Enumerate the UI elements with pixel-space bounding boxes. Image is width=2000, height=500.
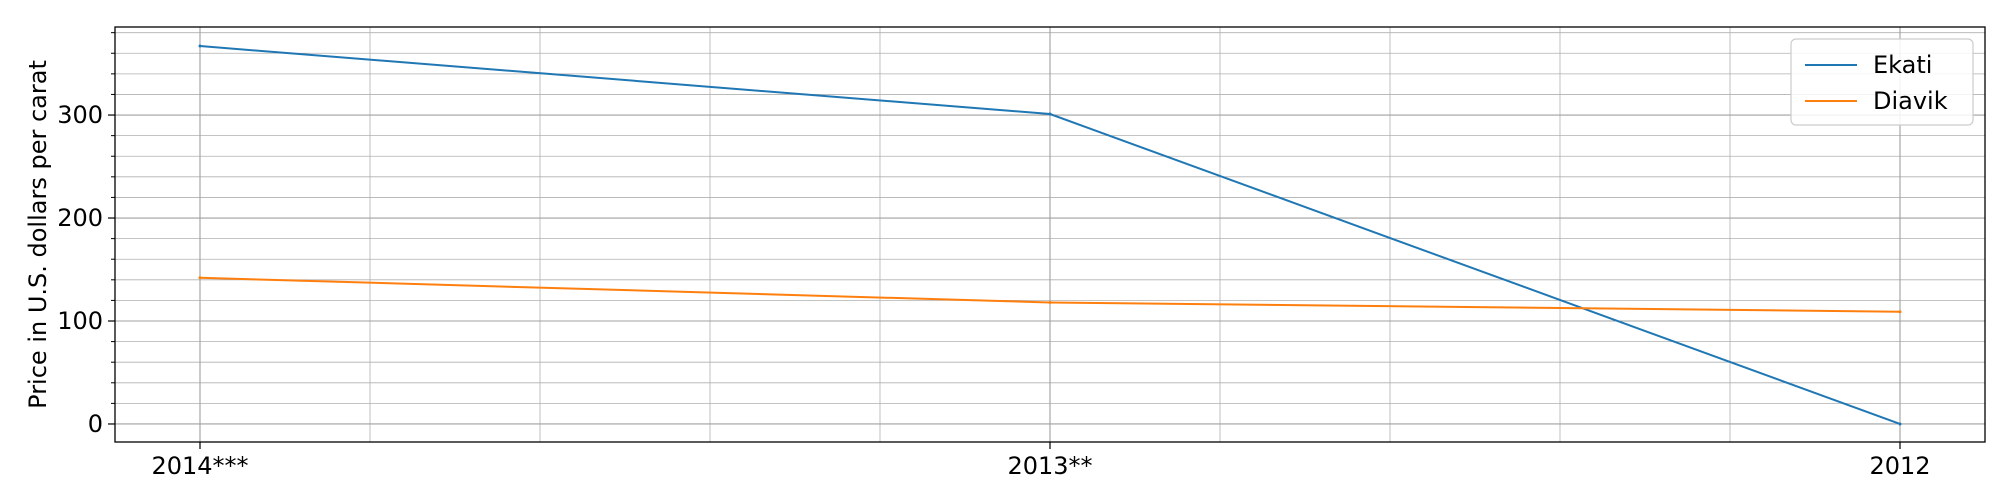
y-tick-label: 100	[57, 307, 103, 335]
grid-major	[115, 27, 1985, 442]
y-tick-label: 200	[57, 204, 103, 232]
data-point-ekati	[1898, 422, 1902, 426]
series-layer	[198, 44, 1902, 426]
data-point-diavik	[1048, 300, 1052, 304]
x-axis: 2014*** 2013** 2012	[151, 442, 1931, 480]
x-tick-label: 2012	[1869, 452, 1930, 480]
y-tick-label: 0	[88, 410, 103, 438]
y-tick-label: 300	[57, 101, 103, 129]
x-tick-label: 2014***	[151, 452, 248, 480]
y-axis-label: Price in U.S. dollars per carat	[24, 60, 52, 409]
x-tick-label: 2013**	[1007, 452, 1092, 480]
legend: Ekati Diavik	[1790, 38, 1974, 126]
data-point-ekati	[198, 44, 202, 48]
data-point-diavik	[1898, 310, 1902, 314]
legend-label: Diavik	[1873, 87, 1948, 115]
legend-label: Ekati	[1873, 51, 1932, 79]
data-point-diavik	[198, 276, 202, 280]
y-axis: 0 100 200 300	[57, 32, 115, 438]
data-point-ekati	[1048, 112, 1052, 116]
legend-box	[1790, 38, 1974, 126]
